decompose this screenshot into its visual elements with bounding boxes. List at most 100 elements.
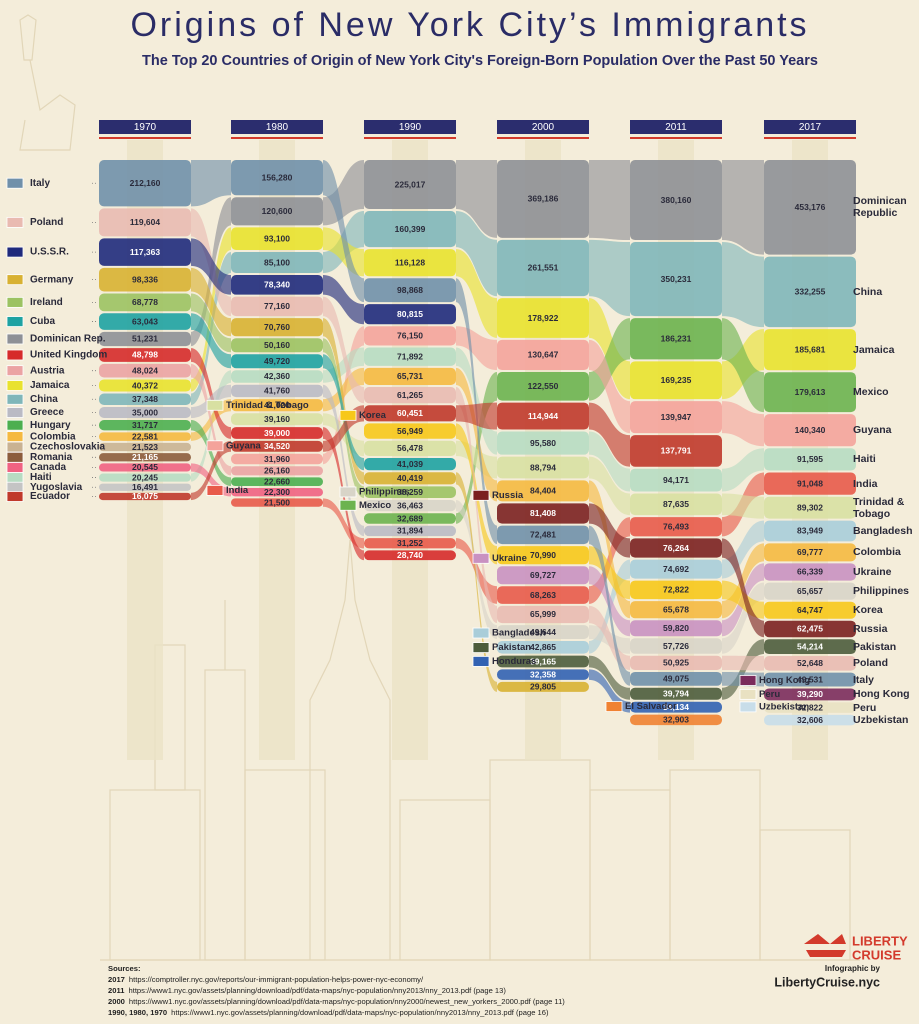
value-label: 21,500 [264,497,290,507]
flag-icon [739,688,757,700]
value-label: 31,894 [397,526,423,536]
sources-heading: Sources: [108,964,141,973]
value-label: 91,595 [797,454,823,464]
band-connector [589,525,630,686]
value-label: 22,581 [132,431,158,441]
value-label: 453,176 [795,202,826,212]
value-segment [99,348,191,362]
country-label: United Kingdom [30,350,107,361]
value-segment [231,384,323,398]
country-label: Russia [492,490,524,501]
value-segment [99,407,191,419]
value-label: 39,160 [264,414,290,424]
value-segment [764,702,856,713]
value-label: 65,999 [530,609,556,619]
value-label: 83,949 [797,526,823,536]
value-label: 29,805 [530,682,556,692]
value-segment [231,440,323,452]
value-label: 32,822 [797,702,823,712]
value-label: 72,481 [530,530,556,540]
value-segment [99,313,191,330]
value-label: 32,689 [397,513,423,523]
value-segment [99,331,191,347]
value-segment [497,681,589,692]
value-label: 49,075 [663,674,689,684]
value-label: 120,600 [262,206,293,216]
country-label: Philippines [853,585,910,598]
band-connector [722,160,764,255]
value-segment [497,546,589,565]
value-segment [630,468,722,492]
band-connector [589,160,630,241]
year-label: 2000 [532,122,555,133]
value-label: 117,363 [130,247,161,257]
value-label: 130,647 [528,350,559,360]
band-connector [722,655,764,671]
flag-icon [206,399,224,411]
country-label: Guyana [853,424,892,437]
value-segment [764,448,856,471]
value-label: 84,404 [530,486,556,496]
value-label: 160,399 [395,224,426,234]
band-connector [323,296,364,404]
value-segment [497,160,589,238]
source-year: 1990, 1980, 1970 [108,1008,168,1017]
value-label: 40,419 [397,473,423,483]
value-segment [497,372,589,401]
value-label: 114,944 [528,411,559,421]
credit-site: LibertyCruise.nyc [774,975,880,989]
value-segment [497,480,589,502]
value-label: 26,160 [264,466,290,476]
statue [19,14,76,151]
value-label: 56,478 [397,443,423,453]
value-segment [364,405,456,422]
value-segment [364,472,456,485]
value-label: 62,475 [797,624,823,634]
chart-subtitle: The Top 20 Countries of Origin of New Yo… [142,53,818,69]
band-connector [323,227,364,277]
country-label: Jamaica [853,343,895,356]
value-label: 35,000 [132,407,158,417]
value-segment [630,559,722,579]
value-segment [764,582,856,600]
value-label: 185,681 [795,344,826,354]
value-label: 70,760 [264,322,290,332]
value-segment [364,278,456,303]
value-segment [99,492,191,501]
year-header [364,120,456,134]
value-segment [630,435,722,467]
value-label: 21,523 [132,442,158,452]
value-label: 31,717 [132,420,158,430]
band-connector [456,387,497,624]
value-label: 40,372 [132,380,158,390]
country-label: Colombia [853,546,901,559]
source-year: 2000 [108,997,125,1006]
value-segment [497,625,589,640]
value-label: 36,463 [397,500,423,510]
value-label: 39,794 [663,689,689,699]
value-label: 87,635 [663,499,689,509]
value-label: 32,606 [797,715,823,725]
value-label: 89,302 [797,502,823,512]
value-label: 42,865 [530,642,556,652]
value-label: 66,339 [797,567,823,577]
band-connector [323,318,364,485]
value-segment [231,399,323,412]
country-label: Yugoslavia [30,482,83,493]
band-connector [323,384,364,537]
value-segment [497,239,589,297]
band-connector [722,580,764,619]
country-label: Poland [30,217,63,228]
band-connector [456,499,497,640]
flag-icon [6,216,24,228]
value-segment [764,496,856,519]
value-segment [497,431,589,455]
value-segment [764,520,856,542]
band-connector [722,538,764,638]
country-label: U.S.S.R. [30,247,69,258]
band-connector [722,493,764,519]
band-connector [722,242,764,328]
flag-icon [6,246,24,258]
